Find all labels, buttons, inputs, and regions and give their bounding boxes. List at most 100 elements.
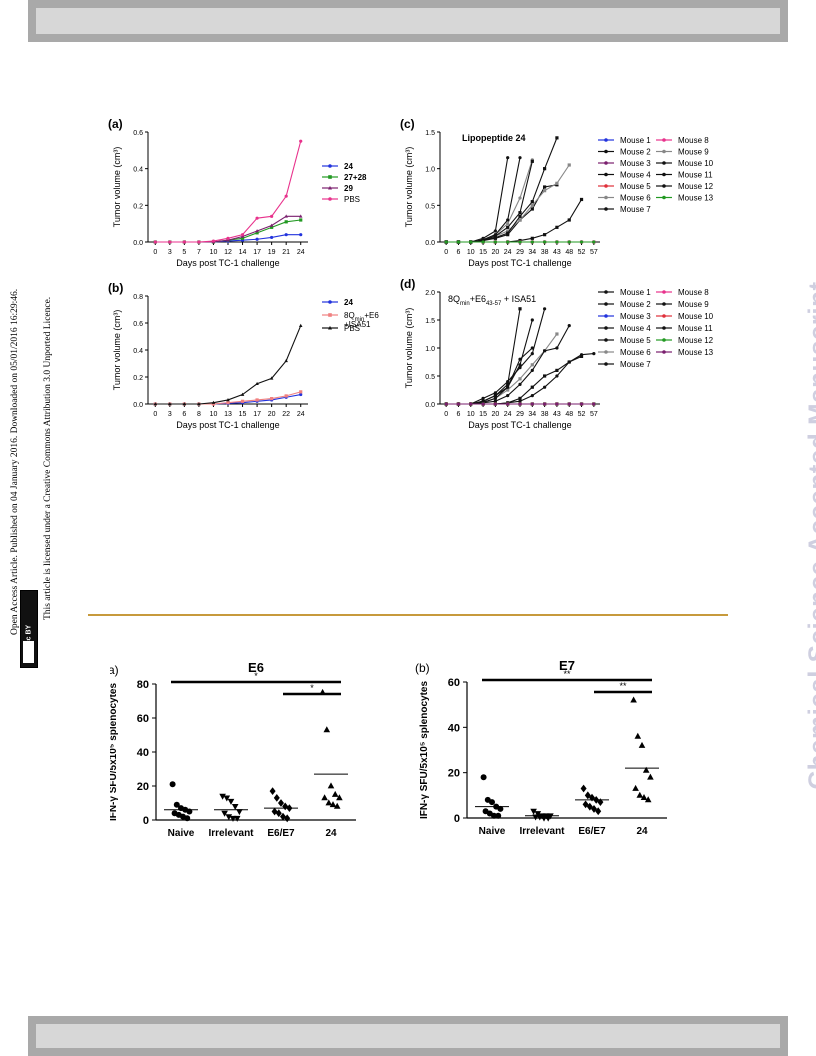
data-point: [329, 801, 337, 808]
x-tick-label: 34: [528, 411, 536, 418]
x-tick-label: 10: [467, 249, 475, 256]
data-point: [592, 352, 596, 356]
data-point: [567, 360, 571, 364]
chart-panel-c: 0.0 0.5 1.0 1.5 0 6 10 15 20 24 29 34 38 43 48 52 57 Days…: [400, 117, 600, 268]
data-point: [530, 385, 534, 389]
x-category-label: 24: [325, 828, 337, 839]
data-point: [530, 236, 534, 240]
panel-letter: (a): [108, 117, 123, 131]
y-tick-label: 40: [137, 747, 149, 759]
data-point: [555, 181, 559, 185]
data-point: [226, 401, 230, 405]
data-point: [481, 240, 485, 244]
legend-label: Mouse 2: [620, 300, 651, 309]
legend-c-left: Mouse 1 Mouse 2 Mouse 3 Mouse 4 Mouse 5 Mouse…: [598, 136, 651, 214]
data-point: [275, 809, 282, 818]
x-tick-label: 0: [153, 411, 157, 418]
data-point: [299, 139, 303, 143]
y-tick-label: 0.5: [425, 374, 435, 381]
data-point: [506, 222, 510, 226]
data-point: [444, 402, 448, 406]
data-point: [530, 240, 534, 244]
data-point: [444, 240, 448, 244]
x-category-label: Naive: [168, 828, 195, 839]
data-point: [269, 376, 274, 380]
data-point: [530, 318, 534, 322]
y-tick-label: 0.6: [133, 130, 143, 137]
x-tick-label: 24: [504, 411, 512, 418]
legend-marker: [662, 149, 666, 154]
y-axis-label: Tumor volume (cm³): [112, 310, 122, 391]
data-point: [530, 363, 534, 367]
data-point: [567, 163, 571, 167]
data-point: [543, 233, 547, 237]
y-tick-label: 1.5: [425, 130, 435, 137]
data-point: [284, 358, 288, 363]
legend-marker: [604, 362, 608, 366]
legend-marker: [604, 172, 608, 177]
data-point: [493, 394, 497, 398]
legend-marker: [604, 314, 608, 318]
data-point: [518, 156, 522, 160]
data-point: [580, 784, 587, 793]
data-point: [647, 773, 654, 780]
significance-marker: **: [619, 681, 627, 691]
legend-d-right: Mouse 8 Mouse 9 Mouse 10 Mouse 11 Mouse 12 Mo…: [656, 288, 714, 357]
y-axis-label: Tumor volume (cm³): [112, 147, 122, 228]
y-tick-label: 0.0: [425, 240, 435, 247]
data-point: [270, 397, 274, 401]
x-tick-label: 8: [197, 411, 201, 418]
data-point: [223, 795, 231, 802]
y-tick-label: 20: [137, 781, 149, 793]
chart-panel-d: 0.0 0.5 1.0 1.5 2.0 0 6 10 15 20 24 29 34 38 43 48 52 57 D…: [400, 277, 600, 430]
footer-bar-inner: [36, 1024, 780, 1048]
significance-marker: **: [563, 669, 571, 679]
data-point: [225, 814, 233, 821]
data-point: [592, 402, 596, 406]
y-tick-label: 80: [137, 679, 149, 691]
x-tick-label: 19: [268, 249, 276, 256]
legend-marker: [662, 326, 666, 330]
series-line: [155, 141, 302, 243]
y-axis-label: Tumor volume (cm³): [404, 308, 414, 389]
data-point: [555, 374, 559, 378]
data-point: [518, 402, 522, 406]
y-tick-label: 60: [448, 677, 460, 689]
legend-label: Mouse 13: [678, 194, 714, 203]
x-tick-label: 43: [553, 411, 561, 418]
legend-label: Mouse 1: [620, 288, 651, 297]
data-point: [567, 218, 571, 222]
series-line: [155, 325, 302, 405]
legend-label: 29: [344, 184, 353, 193]
y-tick-label: 40: [448, 722, 460, 734]
legend-label: PBS: [344, 324, 360, 333]
data-point: [284, 214, 288, 218]
data-point: [182, 240, 186, 244]
y-axis-label: IFN-γ SFU/5x10⁵ splenocytes: [419, 681, 430, 820]
data-point: [506, 394, 510, 398]
access-note-line1: Open Access Article. Published on 04 Jan…: [10, 288, 20, 635]
y-tick-label: 0.5: [425, 203, 435, 210]
series-line: [446, 159, 533, 243]
data-point: [491, 812, 497, 819]
chart-panel-b: 0.0 0.2 0.4 0.6 0.8 0 3 6 8 10 13 15 17 20 22 24 Days po…: [108, 281, 308, 430]
x-tick-label: 52: [578, 411, 586, 418]
data-point: [284, 233, 288, 237]
x-category-label: Irrelevant: [208, 828, 254, 839]
access-note-line2: This article is licensed under a Creativ…: [43, 296, 53, 620]
data-point: [469, 402, 473, 406]
legend-marker: [328, 300, 332, 304]
data-point: [299, 390, 303, 394]
legend-label: Mouse 1: [620, 136, 651, 145]
data-point: [231, 804, 239, 810]
legend-marker: [604, 207, 608, 211]
data-point: [168, 402, 172, 406]
x-tick-label: 48: [565, 249, 573, 256]
data-point: [270, 214, 274, 218]
legend-marker: [328, 164, 332, 168]
x-tick-label: 10: [210, 411, 218, 418]
y-axis-label: IFN-γ SFU/5x10⁵ splenocytes: [110, 683, 119, 822]
data-point: [543, 167, 547, 171]
series-line: [446, 355, 582, 405]
panel-c-title: Lipopeptide 24: [462, 133, 526, 143]
